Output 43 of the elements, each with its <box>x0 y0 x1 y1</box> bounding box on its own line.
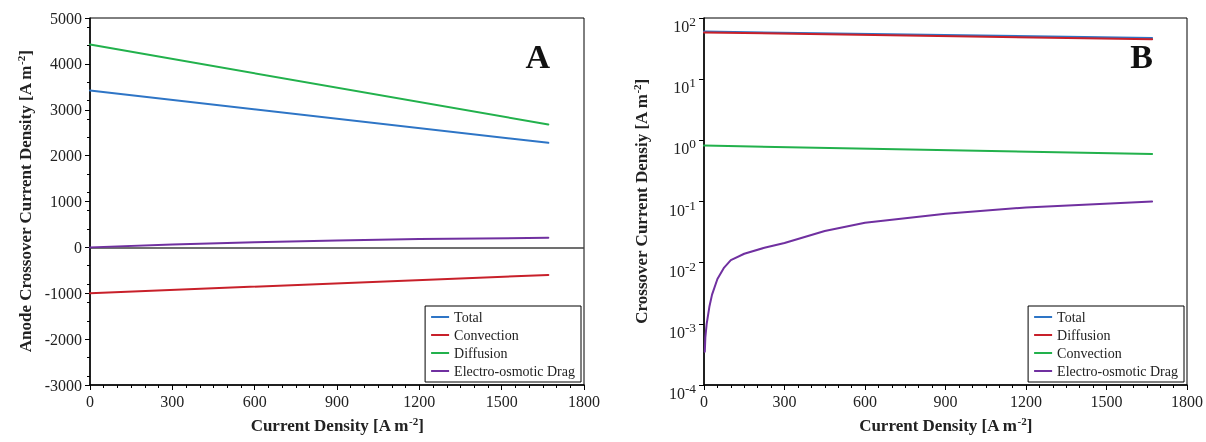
legend-label: Electro-osmotic Drag <box>454 363 576 379</box>
y-axis-title: Crossover Current Densiy [A m-2] <box>631 78 652 324</box>
x-tick-label: 1800 <box>568 392 600 410</box>
y-tick-label: 10$^{2}$ <box>673 13 696 36</box>
y-tick-label: 10$^{-4}$ <box>668 380 696 403</box>
y-tick-label: 10$^{-3}$ <box>668 318 696 342</box>
y-tick-label: 10$^{1}$ <box>673 74 696 97</box>
x-tick-label: 900 <box>933 392 958 410</box>
legend-label: Electro-osmotic Drag <box>1057 363 1179 379</box>
x-tick-label: 600 <box>242 392 267 410</box>
y-tick-label: 3000 <box>50 101 82 119</box>
x-tick-label: 1200 <box>403 392 436 410</box>
x-tick-label: 300 <box>772 392 797 410</box>
legend-label: Convection <box>454 327 519 343</box>
y-tick-label: -1000 <box>44 284 82 302</box>
x-tick-label: 1800 <box>1171 392 1203 410</box>
y-tick-label: 1000 <box>50 193 82 210</box>
text: A <box>525 37 551 75</box>
y-axis-title: Anode Crossover Current Density [A m-2] <box>14 50 35 353</box>
text: B <box>1130 37 1154 75</box>
x-tick-label: 1200 <box>1010 392 1042 410</box>
x-tick-label: 0 <box>700 392 708 410</box>
legend-label: Diffusion <box>1057 327 1111 343</box>
x-tick-label: 600 <box>853 392 877 410</box>
legend-label: Diffusion <box>454 345 508 361</box>
y-tick-label: 4000 <box>50 55 82 73</box>
y-tick-label: 10$^{-1}$ <box>668 196 696 219</box>
y-tick-label: 0 <box>74 238 82 256</box>
legend-label: Convection <box>1057 345 1122 361</box>
legend-label: Total <box>454 309 483 325</box>
y-tick-label: -3000 <box>44 376 82 394</box>
x-tick-label: 900 <box>325 392 349 410</box>
x-tick-label: 0 <box>86 392 94 410</box>
x-tick-label: 1500 <box>1090 392 1123 410</box>
y-tick-label: 2000 <box>50 147 82 165</box>
x-tick-label: 300 <box>160 392 185 410</box>
y-tick-label: 10$^{-2}$ <box>668 257 696 280</box>
line-series <box>89 236 550 249</box>
y-tick-label: 10$^{0}$ <box>673 135 696 158</box>
y-tick-label: 5000 <box>50 9 82 27</box>
legend-label: Total <box>1057 309 1086 325</box>
y-tick-label: -2000 <box>44 330 82 348</box>
x-tick-label: 1500 <box>485 392 518 410</box>
